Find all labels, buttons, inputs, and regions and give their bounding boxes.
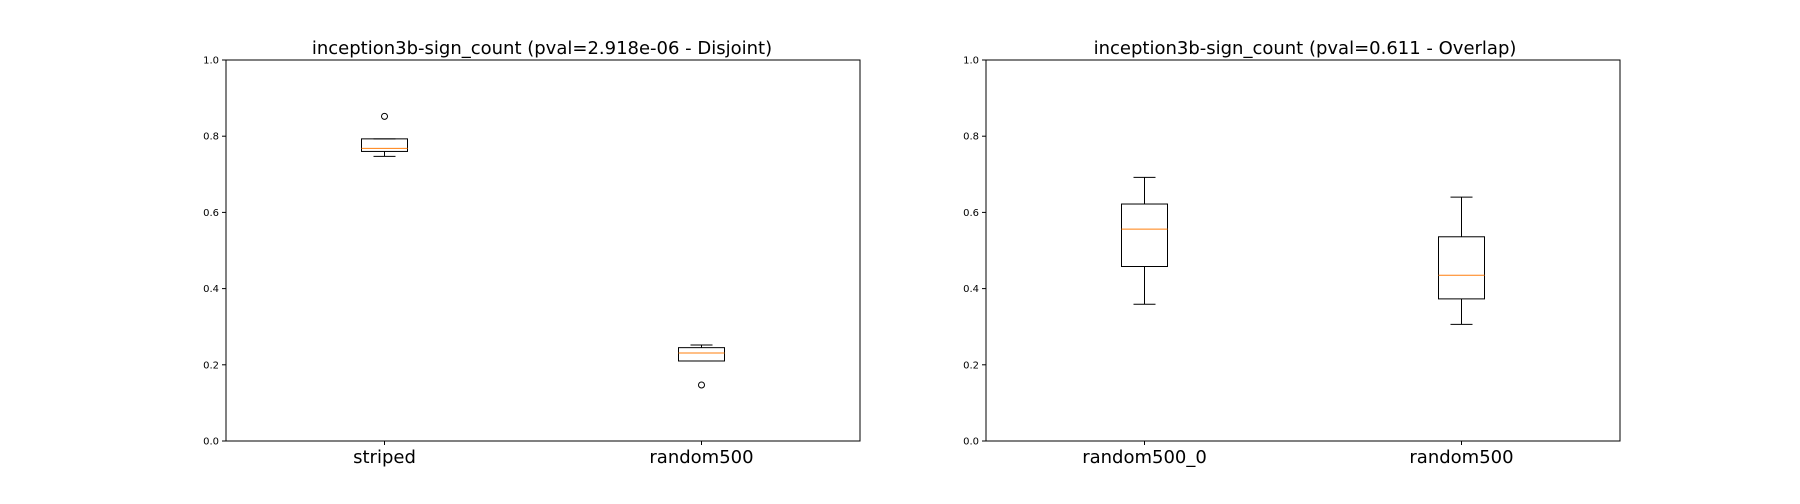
category-label-right-1: random500 bbox=[1409, 447, 1513, 468]
category-label-left-0: striped bbox=[353, 447, 416, 468]
category-label-right-0: random500_0 bbox=[1082, 447, 1207, 468]
y-tick-label-right-5: 1.0 bbox=[963, 56, 979, 67]
plot-frame-right bbox=[985, 59, 1621, 442]
y-tick-label-right-1: 0.2 bbox=[963, 360, 979, 371]
chart-title-right: inception3b-sign_count (pval=0.611 - Ove… bbox=[1094, 38, 1517, 59]
y-tick-label-left-5: 1.0 bbox=[203, 56, 219, 67]
outlier-point-left-0-0 bbox=[381, 112, 388, 120]
outlier-point-left-1-0 bbox=[698, 381, 705, 389]
box-left-0 bbox=[361, 138, 408, 152]
category-label-left-1: random500 bbox=[649, 447, 753, 468]
y-tick-label-right-0: 0.0 bbox=[963, 437, 979, 448]
y-tick-label-left-4: 0.8 bbox=[203, 132, 219, 143]
y-tick-label-right-3: 0.6 bbox=[963, 208, 979, 219]
y-tick-label-left-0: 0.0 bbox=[203, 437, 219, 448]
y-tick-label-left-2: 0.4 bbox=[203, 284, 219, 295]
y-tick-label-right-4: 0.8 bbox=[963, 132, 979, 143]
plot-frame-left bbox=[225, 59, 861, 442]
chart-panel-left: inception3b-sign_count (pval=2.918e-06 -… bbox=[203, 38, 861, 468]
y-tick-label-right-2: 0.4 bbox=[963, 284, 979, 295]
box-right-1 bbox=[1438, 236, 1485, 300]
chart-title-left: inception3b-sign_count (pval=2.918e-06 -… bbox=[312, 38, 772, 59]
y-tick-label-left-1: 0.2 bbox=[203, 360, 219, 371]
y-tick-label-left-3: 0.6 bbox=[203, 208, 219, 219]
chart-panel-right: inception3b-sign_count (pval=0.611 - Ove… bbox=[963, 38, 1621, 468]
box-right-0 bbox=[1121, 203, 1168, 268]
box-left-1 bbox=[678, 347, 725, 362]
